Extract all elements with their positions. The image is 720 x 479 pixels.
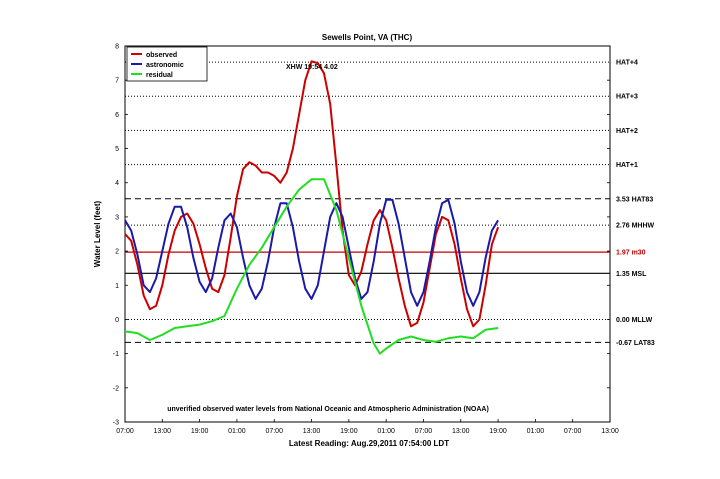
y-tick-label: -2: [113, 385, 119, 392]
y-tick-label: 1: [115, 283, 119, 290]
x-tick-label: 13:00: [601, 428, 619, 435]
y-tick-label: 3: [115, 214, 119, 221]
x-tick-label: 13:00: [303, 428, 321, 435]
y-tick-label: 5: [115, 146, 119, 153]
series-line-residual: [124, 178, 499, 355]
y-tick-label: -1: [113, 351, 119, 358]
y-tick-label: 4: [115, 180, 119, 187]
x-tick-label: 01:00: [377, 428, 395, 435]
reference-label: 1.97 m30: [616, 250, 646, 257]
legend: observed astronomic residual: [126, 46, 208, 82]
x-tick-label: 01:00: [228, 428, 246, 435]
reference-labels: HAT+4 HAT+3 HAT+2 HAT+1 3.53 HAT83 2.76 MHHW 1…: [616, 60, 655, 347]
x-tick-label: 07:00: [564, 428, 582, 435]
x-axis-label: Latest Reading: Aug.29,2011 07:54:00 LDT: [289, 439, 449, 448]
reference-lines: [125, 61, 610, 343]
reference-label: -0.67 LAT83: [616, 340, 655, 347]
x-tick-label: 07:00: [415, 428, 433, 435]
legend-label-observed: observed: [146, 52, 177, 59]
series-line-astronomic: [124, 198, 499, 307]
x-tick-label: 07:00: [265, 428, 283, 435]
series-layer: [124, 60, 500, 355]
x-tick-label: 19:00: [191, 428, 209, 435]
reference-label: HAT+1: [616, 162, 638, 169]
y-tick-label: 8: [115, 44, 119, 51]
y-tick-label: 7: [115, 78, 119, 85]
y-tick-label: 6: [115, 112, 119, 119]
reference-label: 2.76 MHHW: [616, 223, 655, 230]
x-tick-label: 19:00: [489, 428, 507, 435]
chart-title: Sewells Point, VA (THC): [322, 33, 413, 42]
y-axis-label: Water Level (feet): [93, 200, 102, 267]
x-tick-label: 13:00: [452, 428, 470, 435]
x-tick-label: 01:00: [527, 428, 545, 435]
y-tick-label: -3: [113, 420, 119, 427]
plot-area: [124, 45, 611, 423]
legend-label-residual: residual: [146, 72, 173, 79]
x-tick-label: 13:00: [154, 428, 172, 435]
peak-annotation: XHW 19:54 4.02: [286, 64, 338, 71]
plot-frame: [124, 45, 611, 423]
x-tick-label: 19:00: [340, 428, 358, 435]
legend-label-astronomic: astronomic: [146, 62, 184, 69]
reference-label: HAT+4: [616, 60, 638, 67]
source-note: unverified observed water levels from Na…: [167, 406, 489, 413]
reference-label: 3.53 HAT83: [616, 196, 653, 203]
reference-label: 1.35 MSL: [616, 271, 647, 278]
series-line-observed: [124, 60, 500, 328]
reference-label: HAT+2: [616, 128, 638, 135]
x-axis-ticks: 07:00 13:00 19:00 01:00 07:00 13:00 19:00 01:00…: [116, 419, 619, 435]
x-tick-label: 07:00: [116, 428, 134, 435]
y-axis-ticks: -3 -2 -1 0 1 2 3 4 5 6 7 8: [113, 44, 610, 427]
y-tick-label: 0: [115, 317, 119, 324]
reference-label: HAT+3: [616, 94, 638, 101]
y-tick-label: 2: [115, 249, 119, 256]
reference-label: 0.00 MLLW: [616, 317, 653, 324]
